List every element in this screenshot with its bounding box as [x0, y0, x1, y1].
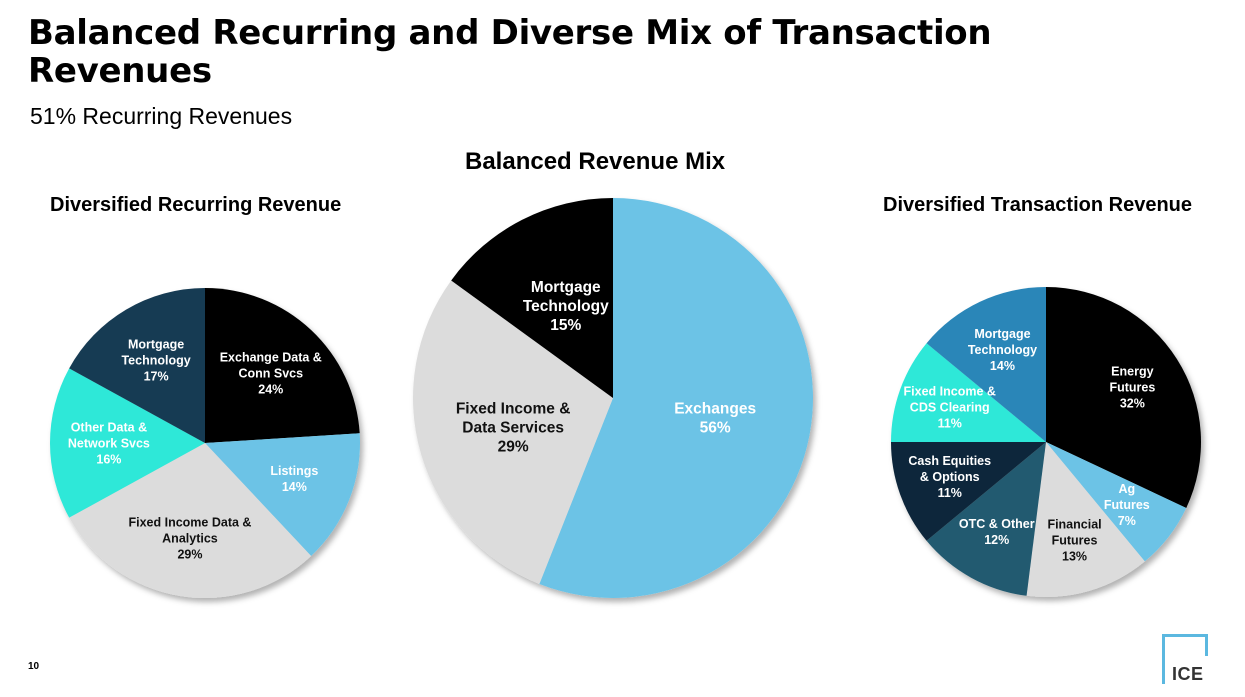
slice-name: Energy [1111, 365, 1153, 379]
slice-name: Data Services [462, 419, 564, 436]
revenue-mix-chart-title: Balanced Revenue Mix [465, 148, 726, 175]
pie-slice [891, 343, 1046, 442]
slide-title: Balanced Recurring and Diverse Mix of Tr… [28, 13, 992, 91]
slice-label: Ag Futures 7% [1104, 482, 1150, 528]
slice-name: Fixed Income & [904, 385, 996, 399]
slice-name: Fixed Income & [456, 400, 571, 417]
slice-label: Mortgage Technology 14% [968, 327, 1037, 373]
slice-value: 56% [700, 419, 731, 436]
slice-value: 24% [258, 382, 283, 396]
slice-name: Ag [1118, 482, 1135, 496]
transaction-revenue-chart-title: Diversified Transaction Revenue [883, 194, 1193, 216]
pie-slice [891, 442, 1046, 541]
page-number: 10 [28, 661, 40, 672]
pie-slice [69, 288, 206, 443]
pie-slice [539, 198, 813, 598]
recurring-revenue-pie [49, 288, 361, 598]
logo-bracket-icon [1162, 634, 1208, 656]
pie-slice [1046, 287, 1201, 508]
slice-value: 17% [144, 370, 169, 384]
slice-label: Other Data & Network Svcs 16% [68, 420, 150, 466]
pie-slice [1026, 442, 1145, 597]
slice-value: 13% [1062, 550, 1087, 564]
slice-value: 29% [177, 547, 202, 561]
slice-label: Mortgage Technology 17% [121, 338, 190, 384]
slice-name: Futures [1052, 534, 1098, 548]
slice-value: 16% [96, 452, 121, 466]
slice-label: OTC & Other 12% [959, 517, 1035, 547]
slice-label: Exchange Data & Conn Svcs 24% [220, 350, 322, 396]
slice-label: Mortgage Technology 15% [523, 279, 609, 334]
slice-value: 11% [938, 486, 962, 500]
slice-value: 32% [1120, 397, 1145, 411]
slice-value: 11% [938, 417, 962, 431]
slice-name: Network Svcs [68, 436, 150, 450]
slice-label: Energy Futures 32% [1109, 365, 1155, 411]
recurring-revenue-labels: Exchange Data & Conn Svcs 24% Listings 14% Fi… [68, 338, 322, 562]
pie-slice [451, 198, 613, 398]
pie-slice [69, 443, 312, 598]
pie-slice [412, 280, 613, 584]
pie-slice [1046, 442, 1187, 562]
recurring-revenue-chart-title: Diversified Recurring Revenue [50, 194, 342, 216]
ice-logo: ICE [1162, 634, 1210, 684]
slice-label: Fixed Income & Data Services 29% [456, 400, 571, 455]
slice-label: Exchanges 56% [674, 400, 756, 436]
transaction-revenue-labels: Energy Futures 32%Ag Futures 7%Financial Futu… [904, 327, 1156, 564]
slice-name: Exchanges [674, 400, 756, 417]
slice-name: & Options [920, 470, 980, 484]
slice-value: 14% [990, 359, 1015, 373]
slice-name: Technology [523, 298, 609, 315]
transaction-revenue-pie [891, 287, 1201, 597]
pie-slice [926, 442, 1046, 596]
slice-name: Listings [270, 464, 318, 478]
pie-slice [205, 288, 360, 443]
slice-name: Technology [968, 343, 1037, 357]
revenue-mix-labels: Exchanges 56% Fixed Income & Data Services 2… [456, 279, 756, 456]
slice-name: CDS Clearing [910, 401, 990, 415]
slice-name: Financial [1047, 518, 1101, 532]
revenue-mix-pie [412, 198, 813, 598]
slide-subtitle: 51% Recurring Revenues [30, 103, 293, 129]
slice-value: 12% [984, 533, 1009, 547]
pie-slice [49, 368, 205, 518]
slice-name: Mortgage [974, 327, 1030, 341]
slice-label: Fixed Income Data & Analytics 29% [128, 515, 251, 561]
slice-name: Fixed Income Data & [128, 515, 251, 529]
pie-slice [926, 287, 1046, 442]
slice-name: Mortgage [531, 279, 601, 296]
slice-label: Fixed Income & CDS Clearing 11% [904, 385, 996, 431]
slice-name: Futures [1104, 498, 1150, 512]
pie-slice [205, 433, 361, 556]
slice-name: Futures [1109, 381, 1155, 395]
slice-name: Analytics [162, 531, 218, 545]
slice-value: 29% [498, 438, 529, 455]
slice-name: Exchange Data & [220, 350, 322, 364]
slice-value: 7% [1118, 514, 1136, 528]
slice-value: 15% [550, 317, 581, 334]
slice-name: Conn Svcs [238, 366, 303, 380]
slice-name: Other Data & [71, 420, 147, 434]
slice-label: Cash Equities & Options 11% [908, 454, 991, 500]
slice-label: Listings 14% [270, 464, 318, 494]
slice-label: Financial Futures 13% [1047, 518, 1101, 564]
logo-text: ICE [1172, 664, 1204, 684]
slice-value: 14% [282, 480, 307, 494]
logo-bracket-side [1162, 634, 1165, 684]
slice-name: Cash Equities [908, 454, 991, 468]
slice-name: Mortgage [128, 338, 184, 352]
slice-name: OTC & Other [959, 517, 1035, 531]
slice-name: Technology [121, 354, 190, 368]
